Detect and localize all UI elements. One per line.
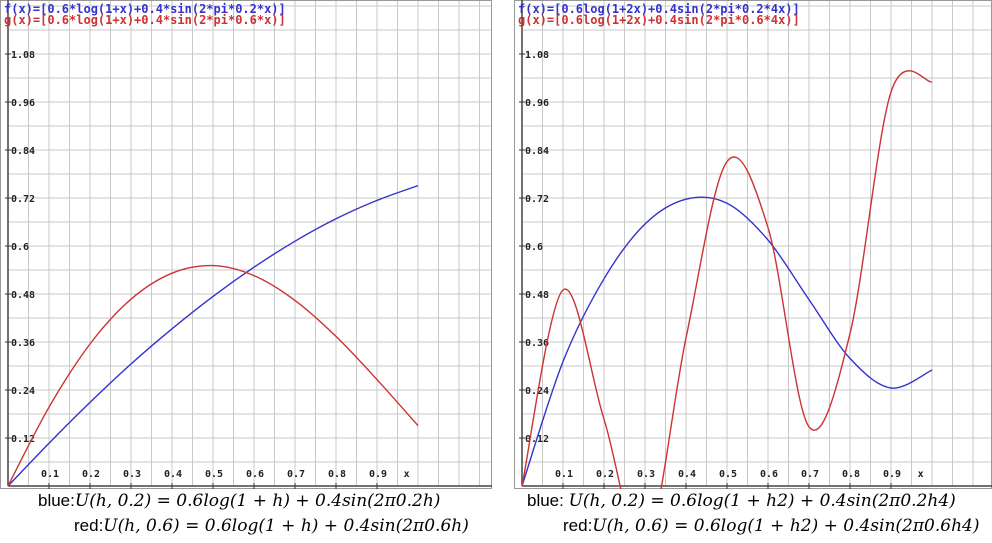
right-caption-red-label: red: (563, 516, 593, 535)
right-y-tick-label: 0.84 (525, 146, 549, 157)
right-x-tick-label: 0.6 (760, 469, 778, 480)
left-y-tick-label: 0.6 (11, 242, 29, 253)
left-x-tick-label: 0.8 (328, 469, 346, 480)
right-function-label-f: f(x)=[0.6log(1+2x)+0.4sin(2*pi*0.2*4x)] (518, 2, 800, 16)
right-function-label-g: g(x)=[0.6log(1+2x)+0.4sin(2*pi*0.6*4x)] (518, 13, 800, 27)
left-x-tick-label: 0.4 (164, 469, 182, 480)
left-function-label-g: g(x)=[0.6*log(1+x)+0.4*sin(2*pi*0.6*x)] (4, 13, 286, 27)
right-caption-blue-label: blue: (527, 491, 569, 510)
right-y-tick-label: 0.48 (525, 290, 549, 301)
right-y-tick-label: 0.36 (525, 338, 549, 349)
right-plot: 1.080.960.840.720.60.480.360.240.120.1 0.… (514, 0, 992, 489)
left-plot-border (0, 0, 492, 489)
right-x-tick-label: 0.7 (801, 469, 819, 480)
left-caption-red: red:U(h, 0.6) = 0.6log(1 + h) + 0.4sin(2… (74, 516, 469, 536)
right-y-tick-label: 0.24 (525, 386, 549, 397)
left-y-tick-label: 0.84 (11, 146, 35, 157)
right-x-tick-label: 0.4 (678, 469, 696, 480)
left-x-tick-label: 0.2 (82, 469, 100, 480)
left-caption-blue: blue:U(h, 0.2) = 0.6log(1 + h) + 0.4sin(… (38, 491, 440, 511)
left-series-red-line (7, 264, 419, 487)
left-series-blue-line (7, 184, 419, 487)
right-y-tick-label: 0.72 (525, 194, 549, 205)
left-caption-red-formula: U(h, 0.6) = 0.6log(1 + h) + 0.4sin(2π0.6… (103, 516, 469, 536)
left-x-tick-label: 0.1 (41, 469, 59, 480)
left-y-tick-label: 0.12 (11, 434, 35, 445)
left-y-tick-label: 0.24 (11, 386, 35, 397)
right-series-blue-line (521, 196, 933, 487)
right-x-axis-end-label: x (918, 469, 924, 480)
left-y-tick-label: 0.72 (11, 194, 35, 205)
left-x-tick-label: 0.3 (123, 469, 141, 480)
left-x-tick-label: 0.7 (287, 469, 305, 480)
left-caption-blue-label: blue: (38, 491, 75, 510)
right-y-tick-label: 0.96 (525, 98, 549, 109)
left-chart-panel: 1.08 0.96 0.84 0.72 0.6 0.48 0.36 0.24 0.12 0.1 0.… (0, 0, 492, 543)
left-y-tick-label: 0.48 (11, 290, 35, 301)
left-x-tick-label: 0.5 (205, 469, 223, 480)
right-chart-panel: 1.08 0.96 0.84 0.72 0.6 0.48 0.36 0.24 0.12 0.1 0.… (514, 0, 992, 543)
right-x-tick-label: 0.1 (555, 469, 573, 480)
left-function-label-f: f(x)=[0.6*log(1+x)+0.4*sin(2*pi*0.2*x)] (4, 2, 286, 16)
left-x-tick-label: 0.9 (369, 469, 387, 480)
left-plot-background (0, 0, 492, 489)
right-x-tick-label: 0.9 (883, 469, 901, 480)
right-x-tick-label: 0.2 (596, 469, 614, 480)
right-y-tick-label: 1.08 (525, 50, 549, 61)
right-x-tick-label: 0.5 (719, 469, 737, 480)
right-x-tick-label: 0.8 (842, 469, 860, 480)
left-caption-blue-formula: U(h, 0.2) = 0.6log(1 + h) + 0.4sin(2π0.2… (74, 491, 441, 511)
right-y-tick-label: 0.6 (525, 242, 543, 253)
right-series-red-line (521, 70, 933, 489)
left-x-tick-label: 0.6 (246, 469, 264, 480)
right-caption-blue-formula: U(h, 0.2) = 0.6log(1 + h2) + 0.4sin(2π0.… (568, 491, 956, 511)
right-plot-background (514, 0, 992, 489)
right-caption-red: red:U(h, 0.6) = 0.6log(1 + h2) + 0.4sin(… (563, 516, 979, 536)
left-y-tick-label: 0.36 (11, 338, 35, 349)
right-caption-red-formula: U(h, 0.6) = 0.6log(1 + h2) + 0.4sin(2π0.… (592, 516, 980, 536)
left-x-axis-end-label: x (404, 469, 410, 480)
right-x-tick-label: 0.3 (637, 469, 655, 480)
left-plot: 1.08 0.96 0.84 0.72 0.6 0.48 0.36 0.24 0.12 0.1 0.… (0, 0, 492, 489)
left-caption-red-label: red: (74, 516, 104, 535)
right-caption-blue: blue: U(h, 0.2) = 0.6log(1 + h2) + 0.4si… (527, 491, 956, 511)
left-y-tick-label: 1.08 (11, 50, 35, 61)
left-y-tick-label: 0.96 (11, 98, 35, 109)
